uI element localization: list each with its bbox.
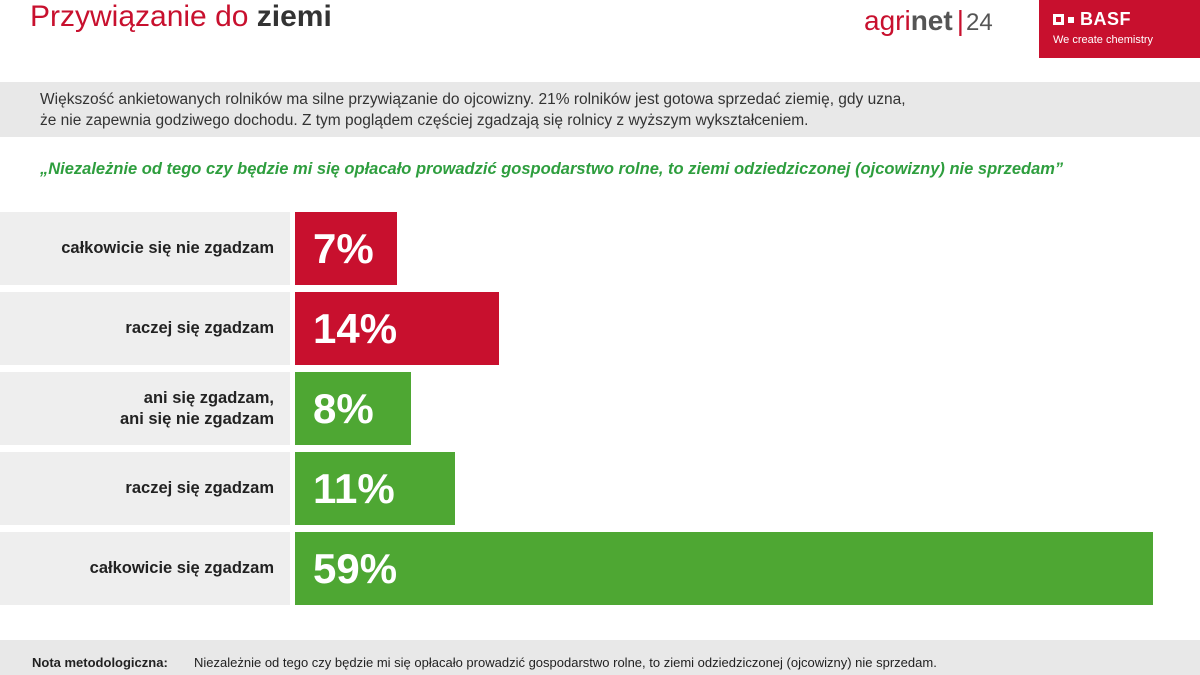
basf-logo: BASF We create chemistry [1039,0,1200,58]
category-label-text: raczej się zgadzam [125,319,274,337]
bar: 8% [295,372,411,445]
description-box: Większość ankietowanych rolników ma siln… [0,82,1200,137]
category-label-text: raczej się zgadzam [125,479,274,497]
bar-value-label: 14% [313,304,398,352]
bar: 11% [295,452,455,525]
category-label-text: całkowicie się nie zgadzam [61,239,274,257]
category-label: raczej się zgadzam [0,292,290,365]
agrinet-logo-agri: agri [864,5,911,36]
category-label-text: ani się zgadzam, ani się nie zgadzam [119,388,274,428]
category-label-text: całkowicie się zgadzam [89,559,274,577]
bar: 14% [295,292,499,365]
bar-value-label: 7% [313,224,374,272]
description-line-1: Większość ankietowanych rolników ma siln… [40,91,906,108]
agrinet-logo-separator: | [956,5,964,36]
basf-square-filled-icon [1068,16,1074,23]
bar: 7% [295,212,397,285]
agrinet-logo-net: net [910,5,953,36]
bar-value-label: 8% [313,384,374,432]
category-label: całkowicie się zgadzam [0,532,290,605]
chart-title: „Niezależnie od tego czy będzie mi się o… [40,160,1064,178]
footer-label: Nota metodologiczna: [32,655,168,670]
agrinet-logo-number: 24 [965,9,993,36]
basf-square-outline-icon [1053,14,1064,25]
title-regular: Przywiązanie do [30,0,249,33]
bar-value-label: 11% [313,464,395,512]
basf-tagline: We create chemistry [1053,34,1154,46]
footer-text: Niezależnie od tego czy będzie mi się op… [194,655,937,670]
agrinet-logo: agrinet |24 [864,5,993,37]
footer-note: Nota metodologiczna: Niezależnie od tego… [0,640,1200,675]
description-line-2: że nie zapewnia godziwego dochodu. Z tym… [40,112,809,129]
page-title: Przywiązanie do ziemi [30,0,332,40]
basf-name: BASF [1080,9,1131,29]
bar: 59% [295,532,1153,605]
category-label: całkowicie się nie zgadzam [0,212,290,285]
title-bold: ziemi [256,0,332,33]
basf-logo-row: BASF [1053,9,1131,30]
category-label: ani się zgadzam, ani się nie zgadzam [0,372,290,445]
category-label: raczej się zgadzam [0,452,290,525]
bar-value-label: 59% [313,544,398,592]
